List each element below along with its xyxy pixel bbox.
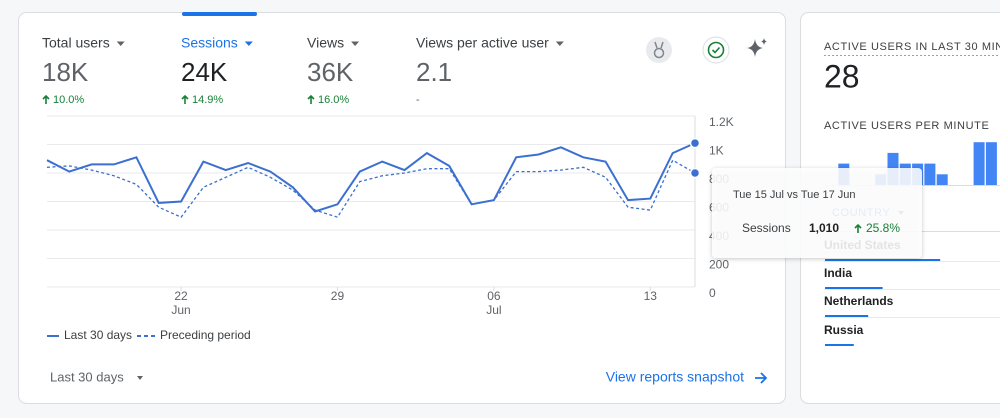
tooltip: Tue 15 Jul vs Tue 17 Jun Sessions 1,010 25.… [712,168,922,258]
tab-label[interactable]: Total users [42,35,110,51]
minute-bar [973,142,985,185]
minute-bar [936,174,948,185]
tab-label[interactable]: Views [307,35,344,51]
tab-caret [351,41,360,46]
minute-bar [924,163,936,185]
x-tick-month: Jun [171,303,190,317]
country-bar [825,344,854,346]
tooltip-title: Tue 15 Jul vs Tue 17 Jun [733,189,856,201]
legend-label: Last 30 days [64,328,132,342]
line-current [46,142,696,213]
x-tick-month: Jul [486,303,501,317]
y-tick-label: 1.2K [709,115,734,129]
tab-value: 36K [307,57,354,87]
tab-change: 14.9% [192,94,223,106]
active-tab-indicator [182,12,257,16]
tab-change: - [416,94,420,106]
y-tick-label: 0 [709,286,716,300]
realtime-title: ACTIVE USERS IN LAST 30 MIN [824,41,1000,53]
tab-change: 16.0% [318,94,349,106]
country-bar [825,315,869,317]
country-name: Netherlands [824,294,894,308]
minute-bar [985,142,997,185]
tooltip-box [712,168,922,258]
check-icon-mark [711,46,721,54]
tooltip-value: 1,010 [809,221,839,235]
country-bar [825,259,941,261]
check-button[interactable] [702,36,730,64]
tab-caret [244,41,253,46]
tab-change: 10.0% [53,94,84,106]
x-tick-label: 22 [174,289,188,303]
overview-card [18,12,786,404]
tooltip-metric: Sessions [742,221,791,235]
tooltip-change: 25.8% [866,221,900,235]
tab-value: 24K [181,57,228,87]
realtime-value: 28 [824,58,860,94]
country-name: Russia [824,323,864,337]
date-range-button[interactable]: Last 30 days [50,369,124,384]
legend-label: Preceding period [160,328,251,342]
tab-label[interactable]: Views per active user [416,35,549,51]
x-tick-label: 13 [644,289,658,303]
y-tick-label: 1K [709,144,724,158]
check-icon-ring [707,41,725,59]
x-tick-label: 06 [487,289,501,303]
link-arrow[interactable] [755,372,768,384]
tab-value: 18K [42,57,89,87]
insights-icon[interactable] [747,38,767,57]
tab-value: 2.1 [416,57,452,87]
country-name: India [824,266,852,280]
per-minute-title: ACTIVE USERS PER MINUTE [824,120,989,132]
up-arrow-icon [181,94,189,104]
up-arrow-icon [42,94,50,104]
country-bar [825,287,883,289]
range-dropdown-caret [137,376,143,380]
tab-label[interactable]: Sessions [181,35,238,51]
tab-caret [116,41,125,46]
badge-icon-medal [653,47,665,59]
badge-icon-ribbon [654,41,664,49]
up-arrow-icon [307,94,315,104]
tab-caret [555,41,564,46]
badge-icon[interactable] [646,37,672,63]
y-tick-label: 200 [709,258,729,272]
view-snapshot-link[interactable]: View reports snapshot [606,369,744,385]
hover-point [689,137,701,149]
line-preceding [46,159,696,219]
up-arrow-icon [854,223,862,233]
x-tick-label: 29 [331,289,345,303]
hover-point [689,167,701,179]
